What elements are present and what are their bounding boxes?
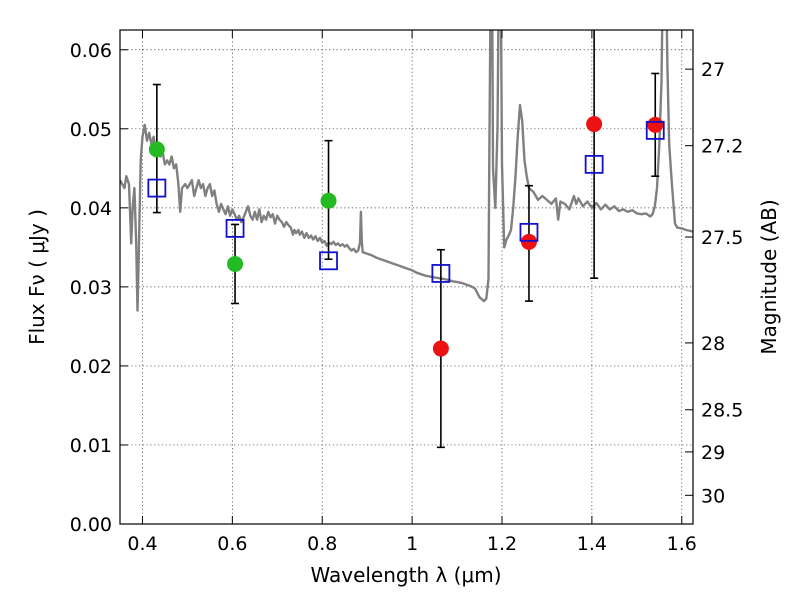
mag-tick-label: 28: [701, 333, 725, 355]
model-photometry-square: [645, 120, 665, 140]
y-tick-label: 0.01: [70, 435, 112, 457]
x-tick-label: 0.6: [217, 533, 247, 555]
y-tick-label: 0.03: [70, 277, 112, 299]
model-photometry-square: [225, 218, 245, 238]
model-spectrum-line: [120, 30, 693, 312]
plot-background: [120, 30, 693, 524]
axes: 0.4 0.6 0.8 1 1.2 1.4 1.6 0.00 0.01 0.02 0.03 0.04 0…: [70, 30, 743, 555]
green-data-point: [227, 255, 244, 272]
x-tick-label: 1.4: [577, 533, 607, 555]
model-photometry-square: [319, 251, 338, 271]
mag-tick-label: 28.5: [701, 400, 743, 422]
y-axis-label: Flux Fν ( μJy ): [25, 209, 49, 345]
x-axis-label: Wavelength λ (μm): [310, 563, 501, 587]
model-photometry-square: [584, 154, 604, 174]
green-data-point: [148, 141, 165, 158]
x-tick-label: 1.2: [487, 533, 517, 555]
model-photometry-square: [519, 222, 539, 242]
x-tick-label: 0.4: [127, 533, 157, 555]
y-tick-label: 0.04: [70, 198, 112, 220]
mag-tick-label: 27.2: [701, 136, 743, 158]
green-data-point: [320, 192, 337, 209]
mag-tick-label: 30: [701, 485, 725, 507]
model-photometry-square: [147, 178, 167, 198]
plot-frame: [119, 29, 694, 525]
y2-axis-label: Magnitude (AB): [757, 199, 781, 354]
red-data-point: [647, 116, 664, 133]
mag-tick-label: 29: [701, 442, 725, 464]
x-tick-label: 1: [406, 533, 418, 555]
mag-tick-label: 27.5: [701, 227, 743, 249]
x-tick-label: 0.8: [307, 533, 337, 555]
model-photometry-square: [431, 264, 451, 283]
data-layer: [120, 30, 693, 449]
red-data-point: [586, 116, 603, 133]
y-tick-label: 0.00: [70, 514, 112, 536]
y-tick-label: 0.05: [70, 119, 112, 141]
mag-tick-label: 27: [701, 59, 725, 81]
red-data-point: [432, 340, 449, 357]
red-data-point: [520, 233, 537, 250]
x-tick-label: 1.6: [667, 533, 697, 555]
y-tick-label: 0.06: [70, 40, 112, 62]
y-tick-label: 0.02: [70, 356, 112, 378]
